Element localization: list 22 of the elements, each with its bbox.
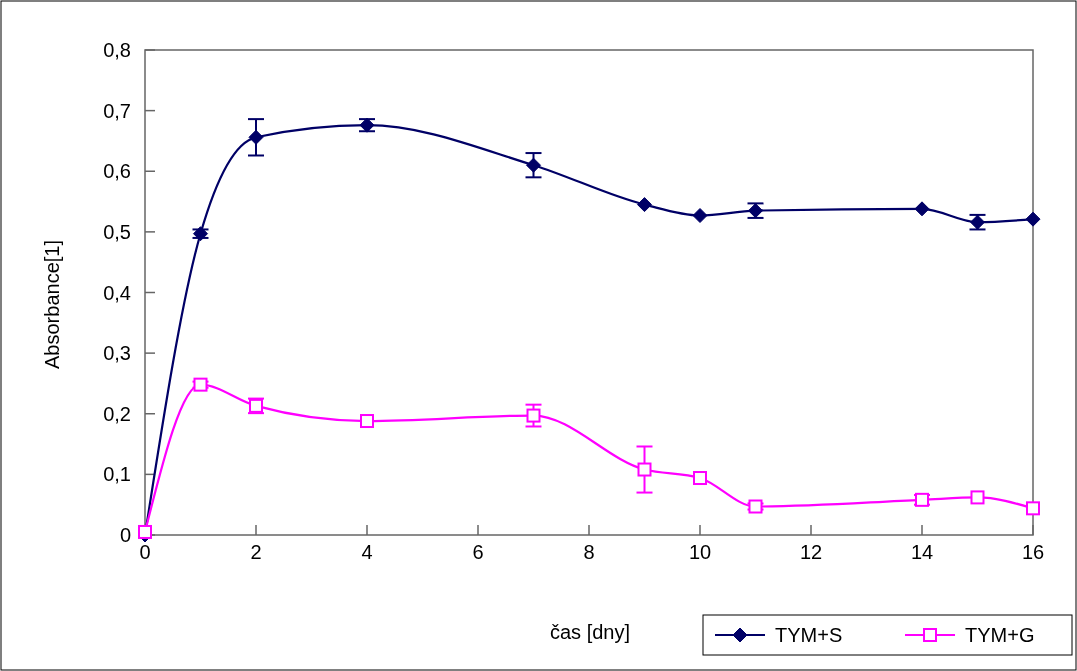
y-tick-label: 0,8 <box>103 39 131 61</box>
x-tick-label: 12 <box>799 541 823 563</box>
x-tick-label: 16 <box>1021 541 1045 563</box>
x-tick-label: 2 <box>250 541 262 563</box>
x-tick-label: 4 <box>361 541 373 563</box>
y-tick-label: 0,4 <box>103 281 131 304</box>
x-tick-label: 0 <box>139 541 151 563</box>
x-axis-title: čas [dny] <box>549 621 631 643</box>
legend-label: TYM+S <box>775 624 843 646</box>
y-axis-title: Absorbance[1] <box>41 240 63 369</box>
x-tick-label: 10 <box>688 541 712 563</box>
y-tick-label: 0,7 <box>103 99 131 122</box>
y-tick-label: 0 <box>119 524 131 546</box>
legend-label: TYM+G <box>965 624 1035 646</box>
x-tick-label: 8 <box>583 541 595 563</box>
y-tick-label: 0,5 <box>103 220 131 243</box>
y-tick-label: 0,2 <box>103 402 131 425</box>
x-tick-label: 14 <box>910 541 934 563</box>
y-tick-label: 0,1 <box>103 463 131 486</box>
y-tick-label: 0,3 <box>103 342 131 365</box>
y-tick-label: 0,6 <box>103 160 131 183</box>
x-tick-label: 6 <box>472 541 484 563</box>
